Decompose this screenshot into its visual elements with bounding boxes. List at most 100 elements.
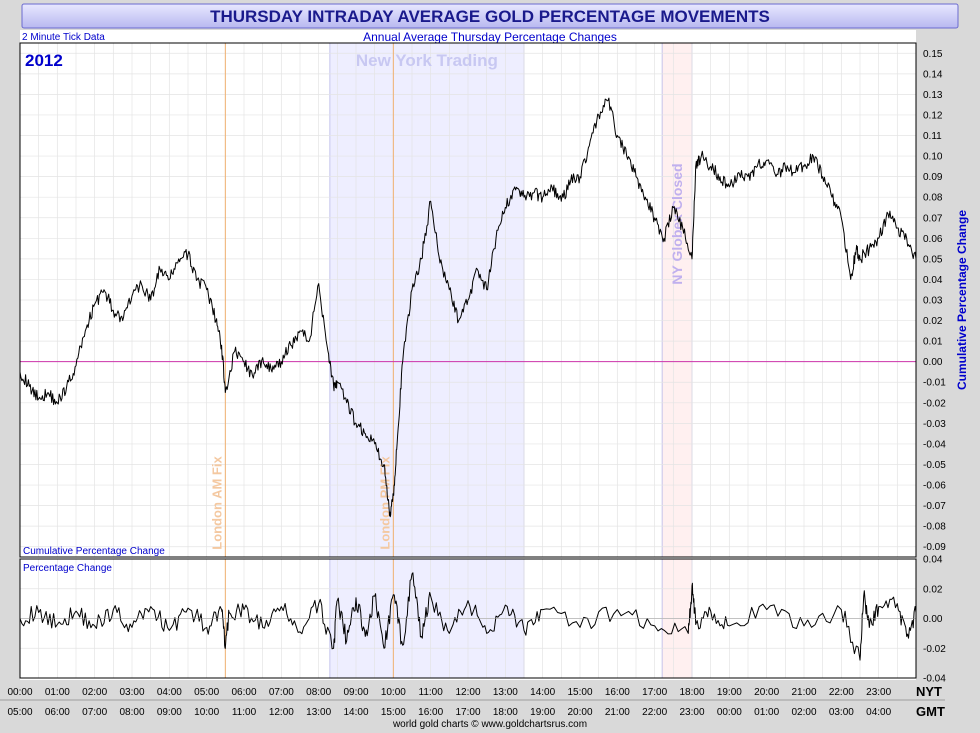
nyt-tick-label: 08:00 [306, 687, 331, 698]
percentage-series-line [19, 572, 917, 661]
gmt-tick-label: 23:00 [679, 707, 704, 718]
nyt-tick-label: 09:00 [343, 687, 368, 698]
nyt-tick-label: 23:00 [866, 687, 891, 698]
y-tick-label: 0.14 [923, 69, 943, 80]
x-axis: 01:00 02:00 03:00 04:00 05:00 06:00 07:00 08:00… [0, 687, 945, 718]
nyt-tick-label: 06:00 [231, 687, 256, 698]
y-tick-label: 0.01 [923, 337, 943, 348]
lower-panel: 0.04 0.02 0.00 -0.02 -0.04 [19, 555, 946, 685]
nyt-tick-label: 04:00 [157, 687, 182, 698]
y-tick-label: -0.04 [923, 439, 946, 450]
nyt-tick-label: 20:00 [754, 687, 779, 698]
gmt-tick-label: 20:00 [567, 707, 592, 718]
nyt-tick-label: 02:00 [82, 687, 107, 698]
tick-data-note: 2 Minute Tick Data [22, 32, 105, 43]
upper-panel-label: Cumulative Percentage Change [23, 546, 165, 557]
gmt-tick-label: 01:00 [754, 707, 779, 718]
cumulative-series-line [19, 97, 917, 518]
gmt-tick-label: 21:00 [605, 707, 630, 718]
upper-panel-border [19, 42, 917, 558]
ny-trading-label: New York Trading [356, 51, 498, 70]
gmt-tick-label: 13:00 [306, 707, 331, 718]
year-label: 2012 [25, 51, 63, 70]
lower-panel-label: Percentage Change [23, 563, 112, 574]
nyt-tick-label: 18:00 [679, 687, 704, 698]
gmt-tick-label: 10:00 [194, 707, 219, 718]
nyt-tick-label: 12:00 [455, 687, 480, 698]
nyt-tick-label: 22:00 [829, 687, 854, 698]
gmt-tick-label: 22:00 [642, 707, 667, 718]
fix-label: London PM Fix [377, 456, 392, 550]
y-tick-label: -0.02 [923, 644, 946, 655]
nyt-tick-label: 11:00 [419, 687, 444, 698]
gmt-tick-label: 00:00 [717, 707, 742, 718]
y-tick-label: 0.04 [923, 275, 943, 286]
gmt-tick-label: 16:00 [418, 707, 443, 718]
y-tick-label: -0.02 [923, 398, 946, 409]
nyt-tick-label: 16:00 [605, 687, 630, 698]
gmt-tick-label: 19:00 [530, 707, 555, 718]
globex-closed-label: NY Globex Closed [669, 163, 685, 284]
gmt-tick-label: 05:00 [7, 707, 32, 718]
y-tick-label: 0.05 [923, 254, 943, 265]
y-tick-label: -0.09 [923, 542, 946, 553]
lower-panel-border [19, 558, 917, 679]
y-tick-label: 0.02 [923, 584, 943, 595]
y-tick-label: -0.04 [923, 674, 946, 685]
nyt-tick-label: 13:00 [493, 687, 518, 698]
chart-title: THURSDAY INTRADAY AVERAGE GOLD PERCENTAG… [210, 7, 770, 26]
y-tick-label: 0.11 [923, 131, 942, 142]
nyt-tick-label: 05:00 [194, 687, 219, 698]
y-tick-label: -0.06 [923, 481, 946, 492]
gmt-tick-label: 03:00 [829, 707, 854, 718]
gmt-tick-label: 07:00 [82, 707, 107, 718]
nyt-tick-label: 15:00 [567, 687, 592, 698]
gmt-tick-label: 17:00 [455, 707, 480, 718]
fix-label: London AM Fix [209, 456, 224, 550]
nyt-tick-label: 14:00 [530, 687, 555, 698]
gmt-tick-label: 18:00 [493, 707, 518, 718]
chart-subtitle: Annual Average Thursday Percentage Chang… [363, 30, 617, 44]
y-tick-label: -0.03 [923, 419, 946, 430]
y-tick-label: 0.00 [923, 357, 943, 368]
y-tick-label: -0.05 [923, 460, 946, 471]
nyt-label: NYT [916, 684, 942, 699]
gmt-tick-label: 14:00 [343, 707, 368, 718]
y-tick-label: 0.04 [923, 555, 943, 566]
gmt-tick-label: 15:00 [381, 707, 406, 718]
y-tick-label: 0.07 [923, 213, 943, 224]
y-tick-label: 0.09 [923, 172, 943, 183]
nyt-tick-label: 01:00 [45, 687, 70, 698]
y-tick-label: 0.15 [923, 49, 943, 60]
gmt-tick-label: 11:00 [232, 707, 257, 718]
gmt-tick-label: 06:00 [45, 707, 70, 718]
y-tick-label: 0.13 [923, 90, 943, 101]
footer-credit: world gold charts © www.goldchartsrus.co… [392, 719, 587, 730]
nyt-tick-label: 10:00 [381, 687, 406, 698]
gmt-tick-label: 08:00 [119, 707, 144, 718]
y-tick-label: 0.10 [923, 152, 943, 163]
nyt-tick-label: 19:00 [717, 687, 742, 698]
title-bar [21, 3, 959, 29]
y-axis-title: Cumulative Percentage Change [955, 210, 969, 390]
nyt-tick-label: 17:00 [642, 687, 667, 698]
gmt-label: GMT [916, 704, 945, 719]
y-tick-label: 0.00 [923, 614, 943, 625]
y-tick-label: 0.08 [923, 193, 943, 204]
y-tick-label: 0.03 [923, 296, 943, 307]
nyt-tick-label: 03:00 [119, 687, 144, 698]
gmt-tick-label: 09:00 [157, 707, 182, 718]
y-tick-label: -0.08 [923, 522, 946, 533]
gmt-tick-label: 12:00 [269, 707, 294, 718]
nyt-tick-label: 00:00 [7, 687, 32, 698]
y-tick-label: 0.02 [923, 316, 943, 327]
y-tick-label: -0.01 [923, 378, 946, 389]
upper-panel: 0.15 0.14 0.13 0.12 0.11 0.10 0.09 0.08 0.07 0.06… [19, 42, 946, 558]
y-tick-label: -0.07 [923, 501, 946, 512]
gmt-tick-label: 04:00 [866, 707, 891, 718]
nyt-tick-label: 21:00 [791, 687, 816, 698]
y-tick-label: 0.12 [923, 110, 943, 121]
nyt-tick-label: 07:00 [269, 687, 294, 698]
y-tick-label: 0.06 [923, 234, 943, 245]
